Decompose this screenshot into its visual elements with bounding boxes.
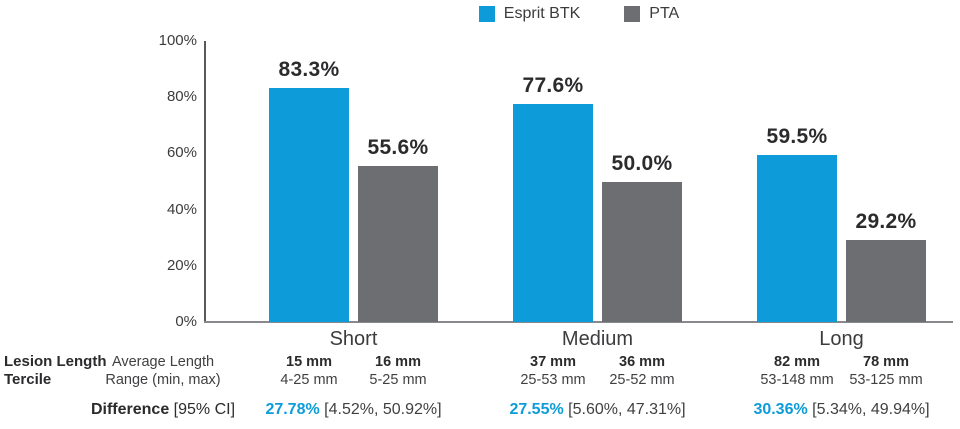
bar-pta-long: [846, 239, 926, 322]
bar-pta-short: [358, 165, 438, 322]
difference-ci: [5.34%, 49.94%]: [807, 401, 930, 418]
y-axis-line: [204, 41, 206, 322]
esprit-btk-swatch: [478, 6, 495, 22]
y-axis-tick-0: 0%: [175, 313, 197, 330]
category-label-medium: Medium: [561, 328, 634, 350]
bar-esprit-btk-short: [269, 87, 349, 322]
pta-average-length: 36 mm: [619, 354, 665, 370]
esprit-stats-long: 82 mm 53-148 mm: [737, 353, 857, 389]
legend: Esprit BTK PTA: [205, 5, 953, 23]
difference-ci-label: Difference [95% CI]: [58, 401, 268, 419]
bar-pta-medium: [602, 181, 682, 322]
difference-label-rest: [95% CI]: [169, 401, 236, 418]
legend-item-pta: PTA: [624, 5, 679, 23]
pta-stats-medium: 36 mm 25-52 mm: [582, 353, 702, 389]
esprit-range: 25-53 mm: [520, 372, 586, 388]
difference-ci: [5.60%, 47.31%]: [563, 401, 686, 418]
bar-value-label-pta-short: 55.6%: [367, 135, 429, 159]
legend-label: Esprit BTK: [503, 5, 581, 22]
difference-percent: 30.36%: [753, 401, 808, 418]
pta-stats-short: 16 mm 5-25 mm: [338, 353, 458, 389]
y-axis-tick-100: 100%: [158, 32, 197, 49]
row-header-line1: Lesion Length: [4, 353, 107, 370]
bar-value-label-esprit-btk-short: 83.3%: [278, 57, 340, 81]
esprit-stats-medium: 37 mm 25-53 mm: [493, 353, 613, 389]
pta-range: 5-25 mm: [369, 372, 427, 388]
y-axis-tick-20: 20%: [166, 256, 197, 274]
esprit-range: 4-25 mm: [280, 372, 338, 388]
average-length-range-header: Average Length Range (min, max): [83, 353, 243, 389]
pta-range: 25-52 mm: [609, 372, 675, 388]
esprit-stats-short: 15 mm 4-25 mm: [249, 353, 369, 389]
esprit-range: 53-148 mm: [760, 372, 834, 388]
y-axis-tick-40: 40%: [166, 200, 197, 218]
esprit-average-length: 82 mm: [774, 354, 820, 370]
esprit-average-length: 15 mm: [286, 354, 332, 370]
y-axis-tick-60: 60%: [166, 144, 197, 162]
difference-percent: 27.78%: [265, 401, 320, 418]
bar-value-label-esprit-btk-long: 59.5%: [766, 124, 828, 148]
x-axis-baseline: [204, 321, 953, 323]
esprit-average-length: 37 mm: [530, 354, 576, 370]
stat-header-line1: Average Length: [111, 354, 215, 370]
pta-average-length: 78 mm: [863, 354, 909, 370]
legend-item-esprit-btk: Esprit BTK: [478, 5, 581, 23]
pta-swatch: [624, 6, 641, 22]
bar-esprit-btk-long: [757, 154, 837, 322]
category-label-short: Short: [329, 328, 378, 350]
bar-value-label-esprit-btk-medium: 77.6%: [522, 73, 584, 97]
difference-value-medium: 27.55% [5.60%, 47.31%]: [473, 401, 723, 419]
legend-label: PTA: [649, 5, 680, 22]
pta-stats-long: 78 mm 53-125 mm: [826, 353, 946, 389]
difference-ci: [4.52%, 50.92%]: [319, 401, 442, 418]
y-axis-tick-80: 80%: [166, 88, 197, 106]
category-label-long: Long: [819, 328, 864, 350]
difference-percent: 27.55%: [509, 401, 564, 418]
bar-value-label-pta-long: 29.2%: [855, 209, 917, 233]
pta-average-length: 16 mm: [375, 354, 421, 370]
difference-value-short: 27.78% [4.52%, 50.92%]: [229, 401, 479, 419]
bar-value-label-pta-medium: 50.0%: [611, 151, 673, 175]
pta-range: 53-125 mm: [849, 372, 923, 388]
bar-esprit-btk-medium: [513, 103, 593, 322]
difference-value-long: 30.36% [5.34%, 49.94%]: [717, 401, 960, 419]
stat-header-line2: Range (min, max): [105, 372, 221, 388]
difference-label-bold: Difference: [90, 401, 170, 418]
lesion-length-tercile-header: Lesion Length Tercile: [4, 353, 107, 389]
row-header-line2: Tercile: [4, 371, 52, 388]
